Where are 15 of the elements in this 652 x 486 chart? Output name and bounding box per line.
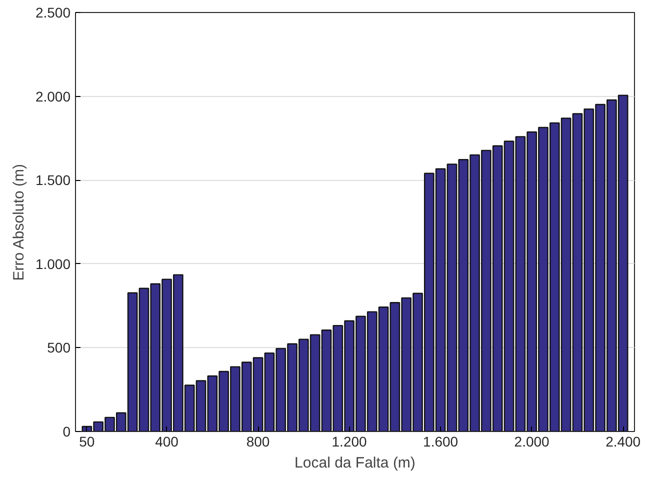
y-tick-label: 1.000: [35, 256, 71, 272]
y-tick-label: 1.500: [35, 172, 71, 188]
y-tick-label: 2.500: [35, 4, 71, 20]
x-axis-title: Local da Falta (m): [294, 454, 416, 472]
x-tick-label: 2.400: [606, 434, 641, 450]
x-tick-label: 400: [155, 434, 179, 450]
x-tick-label: 50: [79, 434, 95, 450]
y-tick-label: 500: [47, 340, 71, 356]
x-tick-label: 2.000: [514, 434, 550, 450]
x-tick-label: 1.200: [332, 434, 368, 450]
x-tick-label: 1.600: [423, 434, 458, 450]
y-axis-title: Erro Absoluto (m): [10, 164, 28, 281]
x-tick-label: 800: [246, 434, 270, 450]
y-tick-label: 0: [62, 424, 71, 440]
y-tick-label: 2.000: [35, 88, 71, 104]
